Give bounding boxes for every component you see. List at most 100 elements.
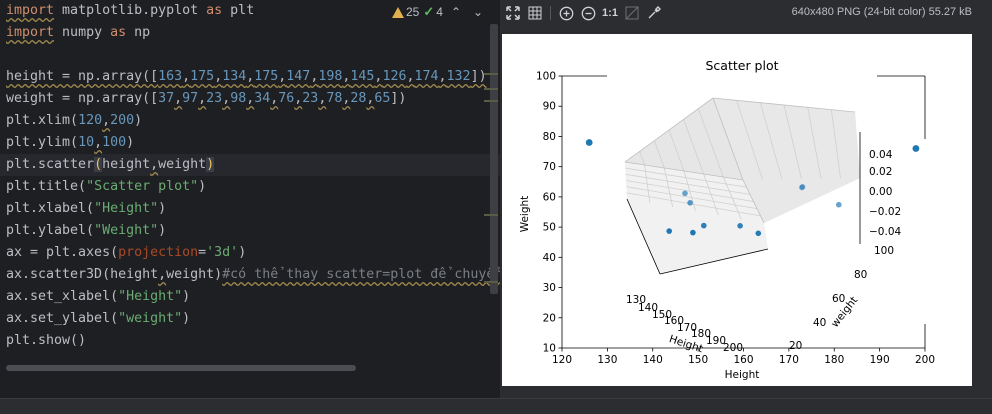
warnings-indicator[interactable]: 25 — [392, 5, 419, 19]
code-line[interactable]: plt.xlabel("Height") — [6, 198, 166, 220]
code-token: plt.scatter — [6, 157, 95, 172]
code-line[interactable]: plt.scatter(height,weight) — [0, 154, 500, 176]
y3d-tick-label: 100 — [874, 245, 894, 257]
code-line[interactable]: height = np.array([163,175,134,175,147,1… — [6, 66, 487, 88]
code-token: , — [150, 157, 159, 172]
code-token: np — [126, 25, 151, 40]
code-token: 34 — [254, 91, 271, 106]
code-token: import — [6, 3, 55, 18]
x3d-tick-label: 150 — [652, 309, 672, 321]
weak-warnings-indicator[interactable]: ✓ 4 — [423, 4, 443, 20]
checkmark-icon: ✓ — [423, 4, 435, 19]
warning-icon — [392, 6, 404, 18]
code-token: "Height" — [118, 289, 183, 304]
y-tick-label: 60 — [543, 191, 556, 203]
code-token: ) — [182, 311, 191, 326]
gutter-marker[interactable] — [484, 214, 498, 216]
scatter-point — [912, 145, 920, 152]
x-tick-label: 190 — [870, 354, 890, 366]
y3d-tick-label: 60 — [832, 293, 845, 305]
code-line[interactable]: plt.ylim(10,100) — [6, 132, 134, 154]
code-token: 23 — [302, 91, 319, 106]
grid-icon[interactable] — [524, 2, 546, 24]
scatter3d-point — [701, 222, 707, 229]
y-axis-label: Weight — [519, 196, 531, 233]
toolbar-separator — [550, 6, 551, 20]
y-axis-3d — [659, 248, 769, 275]
code-line[interactable]: ax = plt.axes(projection='3d') — [6, 242, 246, 264]
code-token: "Scatter plot" — [86, 179, 199, 194]
code-token: ) — [198, 179, 207, 194]
code-line[interactable]: ax.scatter3D(height,weight)#có thể thay … — [6, 264, 500, 286]
y-tick-label: 70 — [543, 161, 556, 173]
code-token: , — [342, 69, 351, 84]
scatter3d-point — [755, 230, 762, 237]
code-token: matplotlib.pyplot — [54, 3, 207, 18]
gutter-marker[interactable] — [484, 281, 498, 283]
code-token: , — [278, 69, 287, 84]
chart-title: Scatter plot — [705, 58, 778, 73]
background-icon[interactable] — [621, 2, 643, 24]
zoom-in-icon[interactable] — [555, 2, 577, 24]
horizontal-scrollbar[interactable] — [6, 365, 356, 371]
code-token: 100 — [102, 135, 127, 150]
previous-highlight-icon[interactable]: ⌃ — [450, 5, 462, 19]
code-line[interactable]: plt.title("Scatter plot") — [6, 176, 206, 198]
code-token: , — [198, 91, 207, 106]
code-token: ax.set_xlabel( — [6, 289, 119, 304]
vertical-scrollbar[interactable] — [490, 24, 498, 294]
code-line[interactable]: ax.set_xlabel("Height") — [6, 286, 190, 308]
code-line[interactable]: import numpy as np — [6, 22, 150, 44]
code-token: plt.show() — [6, 333, 87, 348]
code-line[interactable]: ax.set_ylabel("weight") — [6, 308, 190, 330]
code-line[interactable]: weight = np.array([37,97,23,98,34,76,23,… — [6, 88, 406, 110]
code-token: 37 — [158, 91, 175, 106]
pane-edge — [624, 161, 744, 181]
code-editor[interactable]: import matplotlib.pyplot as plt import nu… — [0, 0, 500, 398]
image-canvas[interactable]: 120 130 140 150 160 170 180 190 200 10 20 30 40 50 60 7… — [502, 34, 972, 386]
x3d-tick-label: 170 — [677, 322, 697, 334]
code-token: , — [366, 91, 375, 106]
x3d-tick-label: 130 — [626, 294, 646, 306]
code-token: plt.title( — [6, 179, 87, 194]
fit-icon[interactable] — [502, 2, 524, 24]
status-bar — [0, 398, 992, 414]
scatter3d-point — [682, 190, 688, 197]
code-token: 65 — [374, 91, 391, 106]
zoom-out-icon[interactable] — [577, 2, 599, 24]
x-axis-3d — [626, 198, 661, 275]
code-token: 98 — [230, 91, 247, 106]
code-token: ax.set_ylabel( — [6, 311, 119, 326]
actual-size-icon[interactable]: 1:1 — [602, 7, 618, 19]
y-tick-label: 100 — [536, 71, 556, 83]
image-info: 640x480 PNG (24-bit color) 55.27 kB — [791, 6, 972, 18]
code-line[interactable]: plt.show() — [6, 330, 86, 352]
code-token: , — [270, 91, 279, 106]
grid-line-3d — [807, 107, 822, 179]
image-viewer: 1:1 640x480 PNG (24-bit color) 55.27 kB … — [502, 0, 992, 398]
gutter-marker[interactable] — [484, 100, 498, 102]
z3d-tick-label: 0.02 — [869, 166, 892, 178]
gutter-marker[interactable] — [484, 88, 498, 90]
splitter[interactable] — [500, 0, 502, 398]
code-token: 175 — [190, 69, 215, 84]
code-line[interactable]: plt.ylabel("Weight") — [6, 220, 166, 242]
code-token: "Height" — [94, 201, 159, 216]
gutter-marker[interactable] — [484, 73, 498, 75]
code-line[interactable]: plt.xlim(120,200) — [6, 110, 142, 132]
warnings-count: 25 — [406, 5, 420, 19]
code-token: 147 — [286, 69, 311, 84]
inspections-widget[interactable]: 25 ✓ 4 ⌃ ⌄ — [392, 3, 487, 21]
x-tick-label: 130 — [597, 354, 617, 366]
next-highlight-icon[interactable]: ⌄ — [473, 5, 484, 19]
x-tick-label: 180 — [824, 354, 844, 366]
code-token: ax.scatter3D(height — [6, 267, 159, 282]
code-token: weight = np.array([ — [6, 91, 159, 106]
scatter3d-point — [836, 201, 842, 208]
y-tick-label: 80 — [543, 131, 556, 143]
y-tick-label: 10 — [543, 343, 556, 355]
grid-line-3d — [626, 192, 761, 217]
code-token: height — [102, 157, 151, 172]
code-line[interactable]: import matplotlib.pyplot as plt — [6, 0, 254, 22]
color-picker-icon[interactable] — [643, 2, 665, 24]
